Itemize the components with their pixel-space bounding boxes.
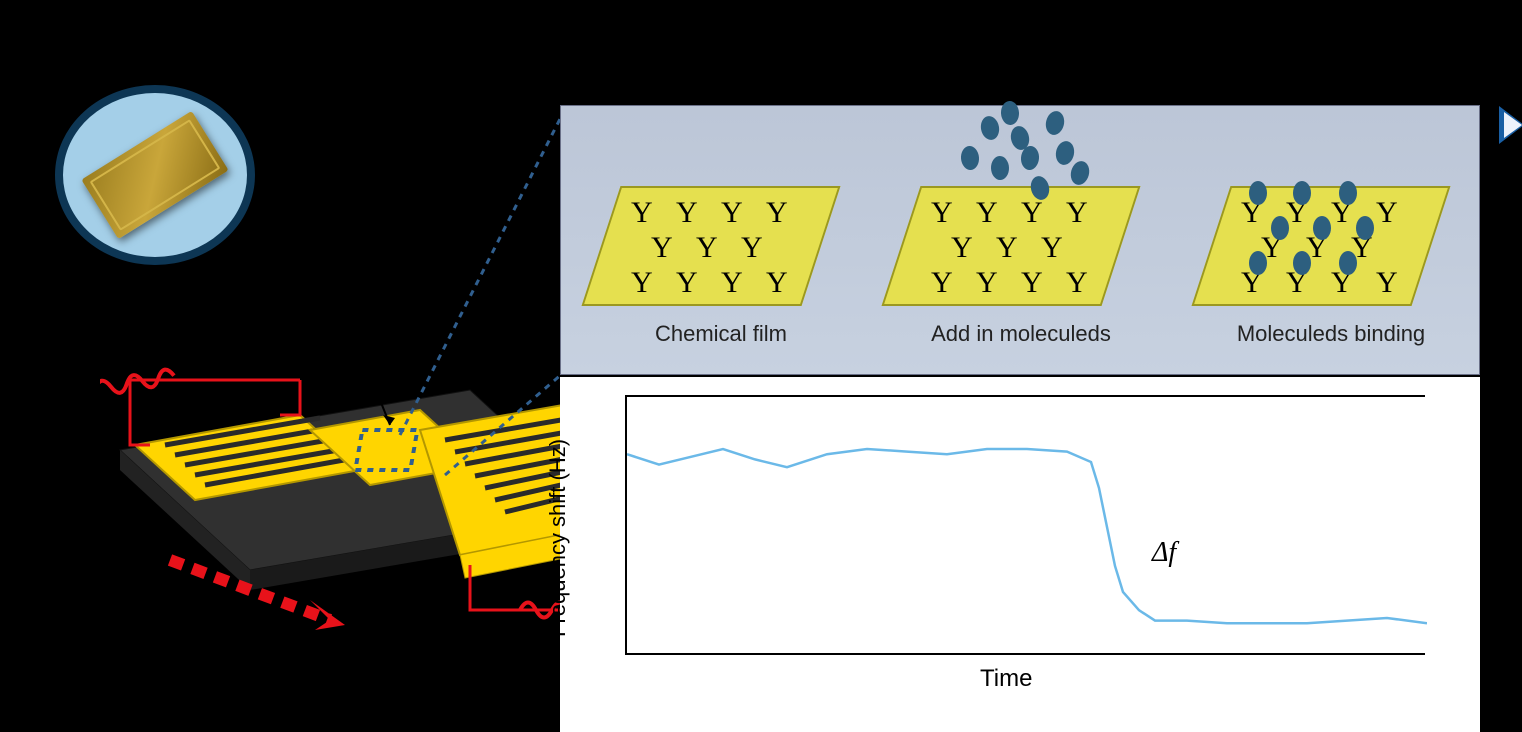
receptor-icon: Y <box>766 196 788 230</box>
receptor-icon: Y <box>696 231 718 265</box>
stage-add-molecules: Add in moleculeds YYYYYYYYYYY <box>891 156 1131 336</box>
chip-icon <box>81 111 228 239</box>
root: Flow Chemical film YYYYYYYYYYY Add in mo… <box>0 0 1522 731</box>
flow-panel: Chemical film YYYYYYYYYYY Add in molecul… <box>560 105 1480 375</box>
saw-device-diagram <box>100 330 620 680</box>
bound-molecule-icon <box>1249 181 1267 205</box>
molecule-icon <box>1000 101 1019 126</box>
molecule-icon <box>979 115 1001 142</box>
bound-molecule-icon <box>1339 181 1357 205</box>
receptor-icon: Y <box>931 266 953 300</box>
stage-label: Chemical film <box>581 321 861 347</box>
bound-molecule-icon <box>1271 216 1289 240</box>
receptor-icon: Y <box>631 266 653 300</box>
stage-chemical-film: Chemical film YYYYYYYYYYY <box>591 156 831 336</box>
x-axis-label: Time <box>980 665 1032 693</box>
stage-label: Moleculeds binding <box>1191 321 1471 347</box>
receptor-icon: Y <box>676 196 698 230</box>
receptor-icon: Y <box>931 196 953 230</box>
bound-molecule-icon <box>1293 181 1311 205</box>
receptor-icon: Y <box>996 231 1018 265</box>
receptor-icon: Y <box>676 266 698 300</box>
bound-molecule-icon <box>1356 216 1374 240</box>
receptor-icon: Y <box>1041 231 1063 265</box>
y-axis-label: Frequency shift (Hz) <box>545 439 571 637</box>
delta-f-annotation: Δf <box>1152 537 1176 569</box>
receptor-icon: Y <box>1376 196 1398 230</box>
input-wave-icon <box>100 368 175 397</box>
receptor-icon: Y <box>1021 266 1043 300</box>
stage-label: Add in moleculeds <box>881 321 1161 347</box>
receptor-icon: Y <box>741 231 763 265</box>
frequency-shift-line <box>627 397 1427 657</box>
receptor-icon: Y <box>1376 266 1398 300</box>
chart-plot-area: Δf <box>625 395 1425 655</box>
receptor-icon: Y <box>721 196 743 230</box>
molecule-icon <box>1044 109 1067 136</box>
receptor-icon: Y <box>1021 196 1043 230</box>
bound-molecule-icon <box>1293 251 1311 275</box>
receptor-icon: Y <box>1066 266 1088 300</box>
receptor-icon: Y <box>976 196 998 230</box>
bound-molecule-icon <box>1313 216 1331 240</box>
stage-binding: Moleculeds binding YYYYYYYYYYY <box>1201 156 1441 336</box>
receptor-icon: Y <box>631 196 653 230</box>
receptor-icon: Y <box>721 266 743 300</box>
receptor-icon: Y <box>976 266 998 300</box>
receptor-icon: Y <box>1066 196 1088 230</box>
receptor-icon: Y <box>651 231 673 265</box>
chip-photo-badge <box>55 85 255 265</box>
receptor-icon: Y <box>951 231 973 265</box>
receptor-icon: Y <box>766 266 788 300</box>
chart-container: Frequency shift (Hz) Δf Time <box>560 377 1480 732</box>
bound-molecule-icon <box>1249 251 1267 275</box>
bound-molecule-icon <box>1339 251 1357 275</box>
